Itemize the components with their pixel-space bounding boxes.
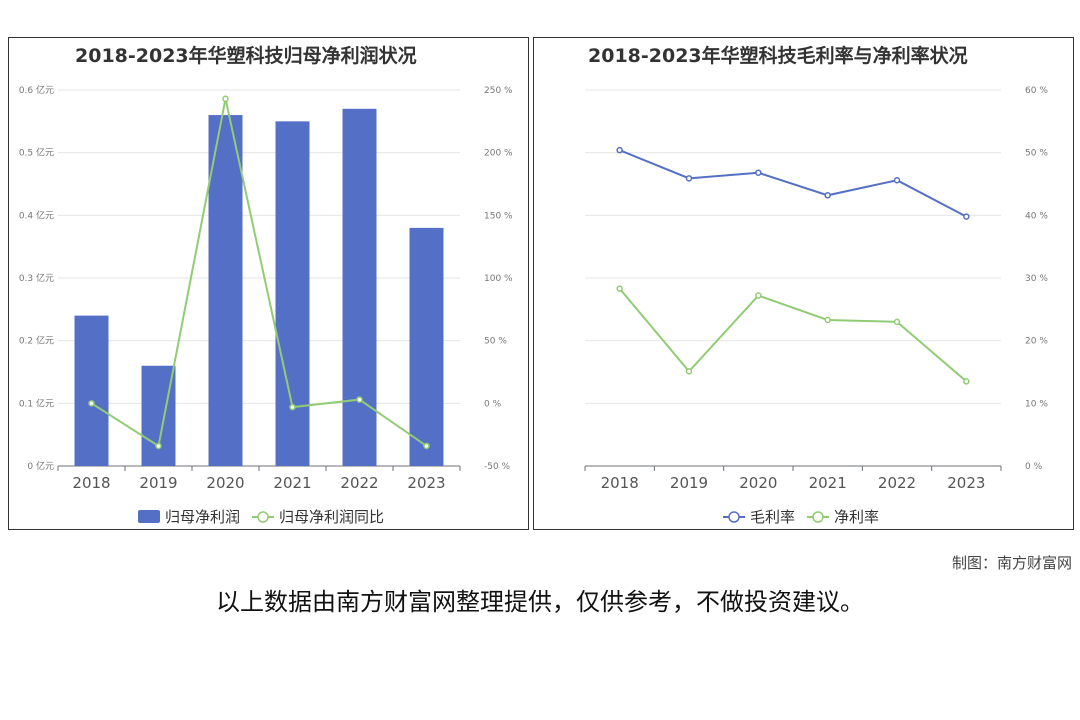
legend-label: 归母净利润 [165,508,240,526]
series-line-净利率 [618,288,967,383]
right-axis-tick: 100 % [484,274,513,284]
left-axis-tick: 0.4 亿元 [19,209,54,221]
data-point-2018 [616,285,623,292]
legend-swatch-marker [812,511,824,523]
data-point-2021 [289,403,296,411]
right-axis-tick: -50 % [484,462,511,472]
right-axis-tick: 0 % [484,399,502,409]
chart-credit: 制图：南方财富网 [951,554,1072,572]
data-point-2023 [423,442,430,450]
left-axis-tick: 0.3 亿元 [19,272,54,284]
bar-2022 [342,108,377,467]
x-axis-label: 2022 [878,474,916,492]
legend-label: 净利率 [834,508,879,526]
data-point-2020 [755,169,762,176]
legend-label: 毛利率 [750,508,795,526]
left-axis-tick: 0.2 亿元 [19,335,54,347]
x-axis-label: 2022 [340,474,378,492]
right-axis-tick: 10 % [1025,399,1048,409]
data-point-2023 [963,213,970,220]
left-axis-tick: 0.1 亿元 [19,397,54,409]
margin-chart-panel [533,37,1074,530]
data-point-2022 [356,396,363,403]
x-axis-label: 2018 [601,474,639,492]
bar-2018 [74,315,109,466]
x-axis-label: 2020 [206,474,244,492]
data-point-2018 [88,400,95,407]
series-line-毛利率 [619,149,967,218]
right-axis-tick: 250 % [484,86,513,96]
bar-2020 [208,115,243,467]
bar-2023 [409,227,444,466]
data-point-2022 [893,318,901,326]
legend-swatch-bar [138,510,160,523]
data-point-2022 [893,176,901,184]
right-axis-tick: 200 % [484,149,513,159]
x-axis-label: 2019 [670,474,708,492]
left-axis-tick: 0.6 亿元 [19,84,54,96]
right-axis-tick: 150 % [484,211,513,221]
chart2-title: 2018-2023年华塑科技毛利率与净利率状况 [588,45,968,67]
x-axis-label: 2019 [139,474,177,492]
right-axis-tick: 50 % [484,337,507,347]
data-point-2021 [824,316,831,324]
data-point-2018 [616,146,623,154]
x-axis-label: 2021 [273,474,311,492]
right-axis-tick: 30 % [1025,274,1048,284]
legend-swatch-marker [728,511,740,523]
data-point-2020 [755,292,762,299]
x-axis-label: 2023 [947,474,985,492]
legend-label: 归母净利润同比 [279,508,384,526]
right-axis-tick: 60 % [1025,86,1048,96]
legend-swatch-marker [257,511,269,523]
x-axis-label: 2021 [809,474,847,492]
x-axis-label: 2020 [739,474,777,492]
right-axis-tick: 50 % [1025,149,1048,159]
data-point-2019 [685,175,693,182]
series-line-归母净利润同比 [90,98,428,448]
data-point-2020 [222,95,229,103]
data-point-2019 [155,442,162,450]
data-point-2021 [824,192,831,199]
right-axis-tick: 20 % [1025,337,1048,347]
right-axis-tick: 0 % [1025,462,1043,472]
left-axis-tick: 0.5 亿元 [19,147,54,159]
x-axis-label: 2018 [72,474,110,492]
x-axis-label: 2023 [407,474,445,492]
right-axis-tick: 40 % [1025,211,1048,221]
bar-2021 [275,121,310,466]
data-point-2023 [963,378,970,385]
left-axis-tick: 0 亿元 [27,460,54,472]
disclaimer: 以上数据由南方财富网整理提供，仅供参考，不做投资建议。 [216,588,864,616]
chart1-title: 2018-2023年华塑科技归母净利润状况 [75,45,417,67]
data-point-2019 [685,368,693,375]
